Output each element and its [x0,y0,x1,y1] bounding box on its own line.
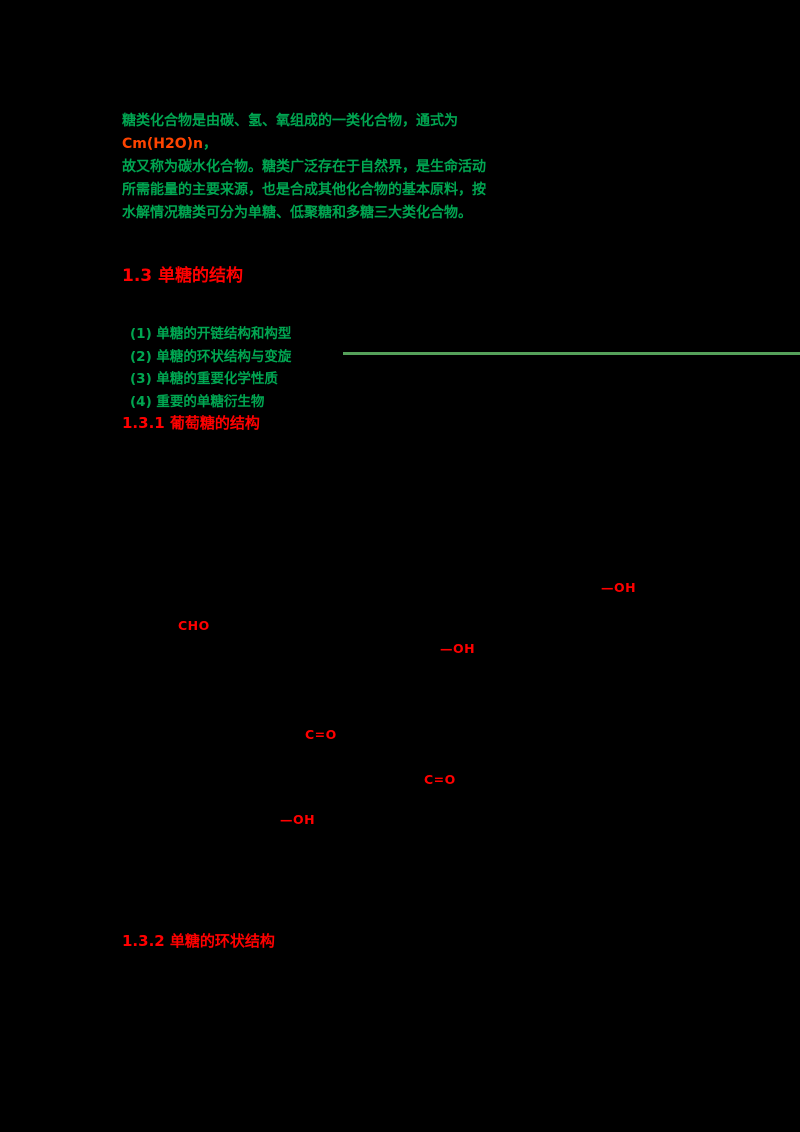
chem-label-aldehyde: CHO [178,618,210,633]
topic-list: (1) 单糖的开链结构和构型 (2) 单糖的环状结构与变旋 (3) 单糖的重要化… [130,323,291,413]
intro-line-1: 糖类化合物是由碳、氢、氧组成的一类化合物，通式为 Cm(H2O)n， [122,110,514,156]
intro-paragraph: 糖类化合物是由碳、氢、氧组成的一类化合物，通式为 Cm(H2O)n， 故又称为碳水… [122,110,514,225]
chem-label-keto: C=O [305,727,337,742]
intro-line-2: 故又称为碳水化合物。糖类广泛存在于自然界，是生命活动 [122,159,486,175]
green-rule-line [343,352,800,355]
intro-line-1-tail: ， [203,136,217,152]
chem-label-hydroxyl: —OH [440,641,476,656]
chem-label-keto: C=O [424,772,456,787]
topic-item-3: (3) 单糖的重要化学性质 [130,371,278,388]
chem-label-hydroxyl: —OH [601,580,637,595]
intro-line-4: 水解情况糖类可分为单糖、低聚糖和多糖三大类化合物。 [122,205,472,221]
intro-formula-text: Cm(H2O)n [122,136,203,152]
subsection-heading-1-3-2: 1.3.2 单糖的环状结构 [122,932,275,950]
intro-line-3: 所需能量的主要来源，也是合成其他化合物的基本原料，按 [122,182,486,198]
topic-item-2: (2) 单糖的环状结构与变旋 [130,348,292,365]
section-heading-1-3: 1.3 单糖的结构 [122,266,244,286]
topic-item-1: (1) 单糖的开链结构和构型 [130,326,292,342]
topic-item-4: (4) 重要的单糖衍生物 [130,393,265,410]
chem-label-hydroxyl: —OH [280,812,316,827]
subsection-heading-1-3-1: 1.3.1 葡萄糖的结构 [122,414,260,432]
intro-line-1-text: 糖类化合物是由碳、氢、氧组成的一类化合物，通式为 [122,113,458,129]
